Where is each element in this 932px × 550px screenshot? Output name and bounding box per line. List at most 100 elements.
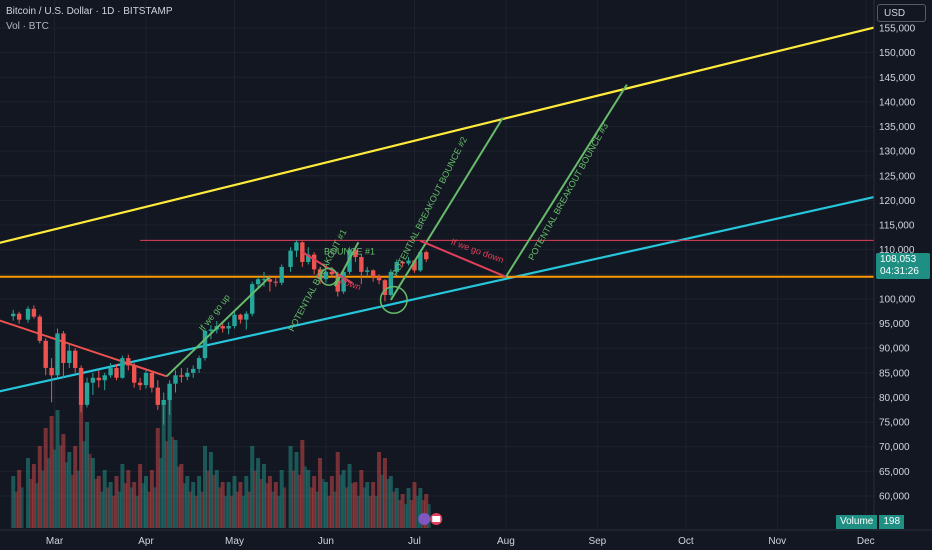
volume-bar [47,458,51,528]
volume-bar [341,470,346,528]
volume-bar [132,482,137,528]
volume-bar [253,470,257,528]
volume-bar [90,458,95,528]
volume-bar [283,487,287,528]
candle-body [161,399,166,405]
candle-body [359,257,364,272]
projection-bounce-2 [389,117,504,301]
volume-bar [362,487,366,528]
candle-body [306,254,311,262]
volume-bar [374,495,378,528]
volume-bar [61,434,66,528]
candle-body [55,333,60,376]
candle-body [255,279,261,285]
candle-body [196,358,202,369]
candle-body [244,313,249,320]
channel-top-line [0,22,893,244]
volume-bar [359,470,364,528]
y-tick-label: 95,000 [879,319,910,330]
y-tick-label: 150,000 [879,48,916,59]
volume-bar [327,495,331,528]
volume-bar [96,476,101,528]
volume-bar [382,458,387,528]
volume-bar [241,495,245,528]
volume-bar [161,404,166,528]
event-markers[interactable] [418,513,443,525]
y-tick-label: 90,000 [879,344,910,355]
symbol-title[interactable]: Bitcoin / U.S. Dollar · 1D · BITSTAMP [6,6,173,17]
x-tick-label: Aug [497,536,515,547]
volume-bar [102,470,107,528]
candle-body [16,313,22,320]
candle-body [279,266,284,283]
time-axis[interactable] [0,530,932,550]
y-tick-label: 85,000 [879,368,910,379]
candle-body [67,350,72,363]
candle-body [137,382,143,386]
volume-bar [312,476,317,528]
candle-body [353,249,358,258]
volume-bar [306,470,311,528]
currency-selector[interactable]: USD [877,4,926,22]
bounce-circle-2 [379,285,408,314]
candle-body [294,242,299,251]
volume-bar [386,479,390,528]
x-tick-label: May [225,536,244,547]
volume-bar [14,491,18,528]
volume-bar [197,476,202,528]
volume-bar [100,491,104,528]
volume-bar [79,404,84,528]
candle-body [400,262,405,264]
candle-body [191,368,196,373]
volume-bar [194,495,198,528]
volume-bar [410,500,414,528]
down-move-2 [419,239,507,278]
volume-bar [398,500,402,528]
volume-bar [265,483,269,528]
bar-countdown: 04:31:26 [880,266,919,277]
volume-bar [203,446,207,528]
volume-bar [31,464,36,528]
volume-bar [259,479,263,528]
volume-bar [377,452,382,528]
candle-body [394,262,399,272]
candle-body [382,280,388,296]
volume-bar [365,482,370,528]
annotation-label: If we go down [450,237,506,265]
volume-bar [309,487,313,528]
x-tick-label: Dec [857,536,875,547]
volume-bar [76,470,80,528]
volume-bar [177,466,180,528]
volume-bar [292,470,296,528]
volume-bar [230,495,234,528]
y-tick-label: 130,000 [879,147,916,158]
volume-bar [188,491,192,528]
candle-body [31,308,37,317]
y-tick-label: 120,000 [879,196,916,207]
volume-bar [144,476,148,528]
x-tick-label: Apr [138,536,154,547]
volume-bar [318,458,323,528]
volume-bar [406,488,411,528]
volume-bar [123,483,127,528]
volume-bar [371,482,376,528]
volume-bar [400,494,405,528]
candle-body [250,284,255,314]
volume-bar [218,487,222,528]
volume-bar [236,491,239,528]
volume-bar [323,482,328,528]
volume-bar [212,474,216,528]
volume-bar [11,476,16,528]
y-tick-label: 110,000 [879,245,915,256]
volume-bar [29,479,33,528]
volume-bar [114,476,119,528]
volume-indicator-label[interactable]: Vol · BTC [6,21,49,32]
volume-bar [226,482,231,528]
volume-bar [294,452,299,528]
volume-bar [277,495,281,528]
candle-body [220,326,225,329]
projection-bounce-3 [505,84,628,278]
volume-bar [300,440,305,528]
